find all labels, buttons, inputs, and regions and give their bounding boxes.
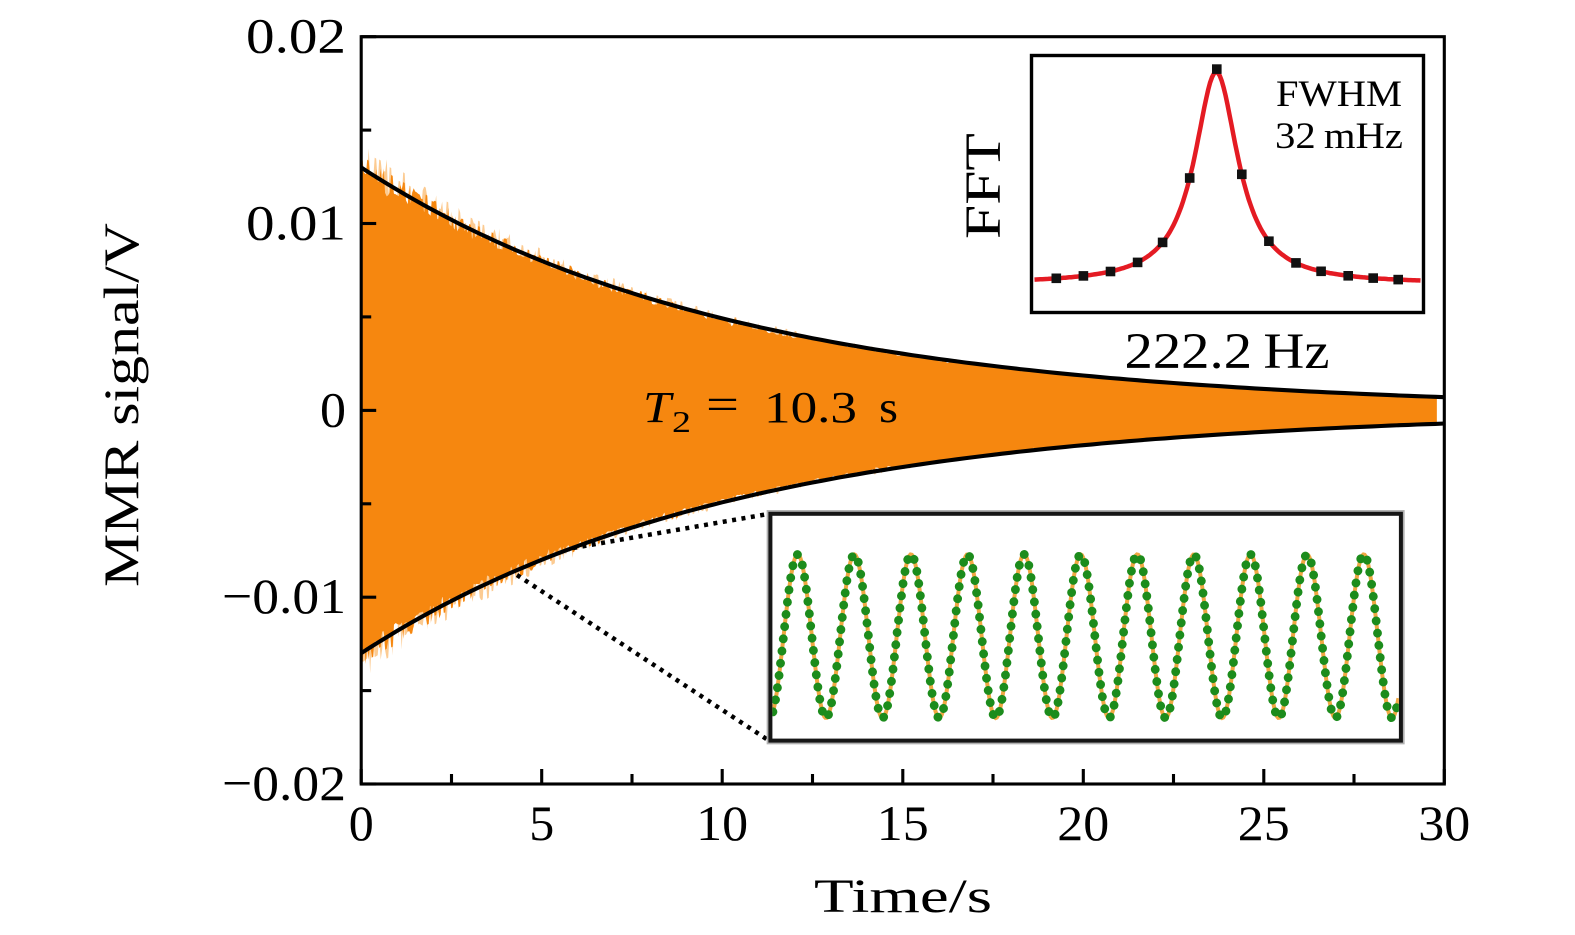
svg-text:30: 30 xyxy=(1418,795,1470,851)
svg-text:−0.01: −0.01 xyxy=(222,568,346,624)
svg-text:0: 0 xyxy=(349,795,374,851)
svg-text:0: 0 xyxy=(320,381,346,437)
svg-text:s: s xyxy=(879,383,898,432)
svg-text:FFT: FFT xyxy=(956,133,1012,239)
svg-text:32 mHz: 32 mHz xyxy=(1275,116,1403,157)
svg-text:MMR signal/V: MMR signal/V xyxy=(93,223,149,587)
svg-text:10: 10 xyxy=(696,795,748,851)
svg-text:222.2 Hz: 222.2 Hz xyxy=(1125,324,1330,380)
svg-text:−0.02: −0.02 xyxy=(222,755,346,811)
svg-text:2: 2 xyxy=(672,404,691,439)
svg-text:15: 15 xyxy=(877,795,929,851)
svg-text:T: T xyxy=(643,383,675,432)
svg-text:Time/s: Time/s xyxy=(814,870,992,923)
svg-text:0.02: 0.02 xyxy=(246,8,346,64)
svg-text:20: 20 xyxy=(1057,795,1109,851)
svg-text:5: 5 xyxy=(529,795,554,851)
svg-text:25: 25 xyxy=(1238,795,1290,851)
svg-text:0.01: 0.01 xyxy=(246,195,346,251)
svg-text:FWHM: FWHM xyxy=(1276,74,1402,115)
svg-text:=: = xyxy=(706,380,739,429)
svg-text:10.3: 10.3 xyxy=(764,383,857,432)
